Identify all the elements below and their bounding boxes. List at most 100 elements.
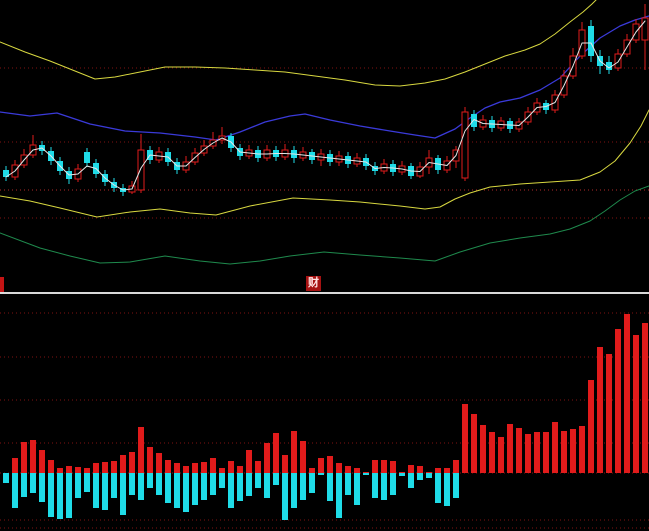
volume-bar-up (471, 414, 477, 473)
volume-bar-down (264, 473, 270, 498)
candle-body-up (461, 111, 469, 179)
volume-bar-down (453, 473, 459, 498)
volume-bar-up (264, 443, 270, 473)
volume-bar-down (408, 473, 414, 488)
upper-band-yellow-line (0, 0, 597, 87)
volume-bar-down (354, 473, 360, 505)
volume-bar-up (12, 458, 18, 473)
volume-bar-down (399, 473, 405, 476)
indicator-label: 财 (308, 277, 319, 289)
volume-bar-down (435, 473, 441, 503)
volume-bar-down (192, 473, 198, 505)
volume-bar-down (30, 473, 36, 493)
volume-bar-down (102, 473, 108, 510)
volume-bar-up (246, 450, 252, 473)
volume-bar-up (57, 468, 63, 473)
volume-bar-up (345, 466, 351, 473)
volume-bar-up (84, 468, 90, 473)
volume-bar-up (597, 347, 603, 473)
volume-bar-down (12, 473, 18, 508)
volume-bar-down (120, 473, 126, 515)
volume-bar-up (237, 466, 243, 473)
volume-bar-up (426, 472, 432, 473)
volume-bar-down (3, 473, 9, 483)
candle-body-down (471, 114, 477, 127)
volume-bar-down (228, 473, 234, 508)
volume-bar-up (372, 460, 378, 473)
volume-bar-up (489, 432, 495, 473)
volume-bar-down (255, 473, 261, 488)
volume-bar-up (588, 380, 594, 473)
volume-bar-up (210, 458, 216, 473)
volume-bar-down (246, 473, 252, 496)
candle-body-up (614, 53, 622, 69)
volume-bar-up (624, 314, 630, 473)
volume-bar-up (336, 463, 342, 473)
volume-bar-down (129, 473, 135, 495)
volume-bar-up (138, 427, 144, 473)
volume-bar-up (390, 461, 396, 473)
volume-bar-up (498, 437, 504, 473)
lower-band-green-line (0, 185, 649, 265)
volume-bar-down (372, 473, 378, 498)
volume-bar-up (21, 442, 27, 473)
volume-bar-down (21, 473, 27, 497)
volume-bar-up (66, 466, 72, 473)
volume-bar-down (57, 473, 63, 519)
volume-bar-down (93, 473, 99, 508)
volume-bar-up (453, 460, 459, 473)
volume-bar-down (444, 473, 450, 506)
volume-bar-down (426, 473, 432, 478)
volume-bar-down (318, 473, 324, 475)
volume-bar-down (345, 473, 351, 495)
volume-bar-up (642, 323, 648, 473)
volume-bar-up (39, 450, 45, 473)
volume-bar-up (525, 434, 531, 473)
volume-bar-up (570, 429, 576, 473)
volume-bar-up (417, 466, 423, 473)
volume-bar-up (354, 468, 360, 473)
volume-bar-up (228, 461, 234, 473)
volume-bar-down (390, 473, 396, 495)
candle-body-up (137, 149, 145, 191)
volume-bar-up (408, 465, 414, 473)
volume-bar-down (39, 473, 45, 502)
volume-bar-up (147, 447, 153, 473)
volume-bar-down (174, 473, 180, 508)
indicator-label-badge[interactable]: 财 (306, 276, 321, 291)
left-edge-marker (0, 277, 4, 292)
candle-body-up (641, 17, 649, 41)
volume-bar-up (291, 431, 297, 473)
lower-band-yellow-line (0, 109, 649, 218)
volume-bar-down (327, 473, 333, 501)
volume-bar-up (192, 463, 198, 473)
volume-bar-down (147, 473, 153, 488)
volume-bar-up (48, 460, 54, 473)
volume-bar-down (291, 473, 297, 508)
volume-bar-up (615, 329, 621, 473)
volume-bar-up (435, 468, 441, 473)
volume-bar-up (93, 463, 99, 473)
volume-bar-down (183, 473, 189, 512)
volume-bar-up (111, 461, 117, 473)
volume-bar-up (30, 440, 36, 473)
volume-bar-up (552, 422, 558, 473)
volume-bar-down (75, 473, 81, 498)
volume-bar-up (183, 466, 189, 473)
volume-bar-down (381, 473, 387, 500)
volume-bar-up (102, 462, 108, 473)
candle-body-down (588, 26, 594, 56)
volume-bar-up (480, 425, 486, 473)
candle-body-down (3, 170, 9, 177)
volume-bar-down (300, 473, 306, 500)
volume-bar-up (633, 335, 639, 473)
volume-bar-up (363, 472, 369, 473)
volume-bar-up (75, 467, 81, 473)
volume-bar-down (48, 473, 54, 517)
volume-bar-up (543, 432, 549, 473)
volume-bar-up (516, 428, 522, 473)
volume-bar-down (237, 473, 243, 501)
volume-bar-down (165, 473, 171, 503)
